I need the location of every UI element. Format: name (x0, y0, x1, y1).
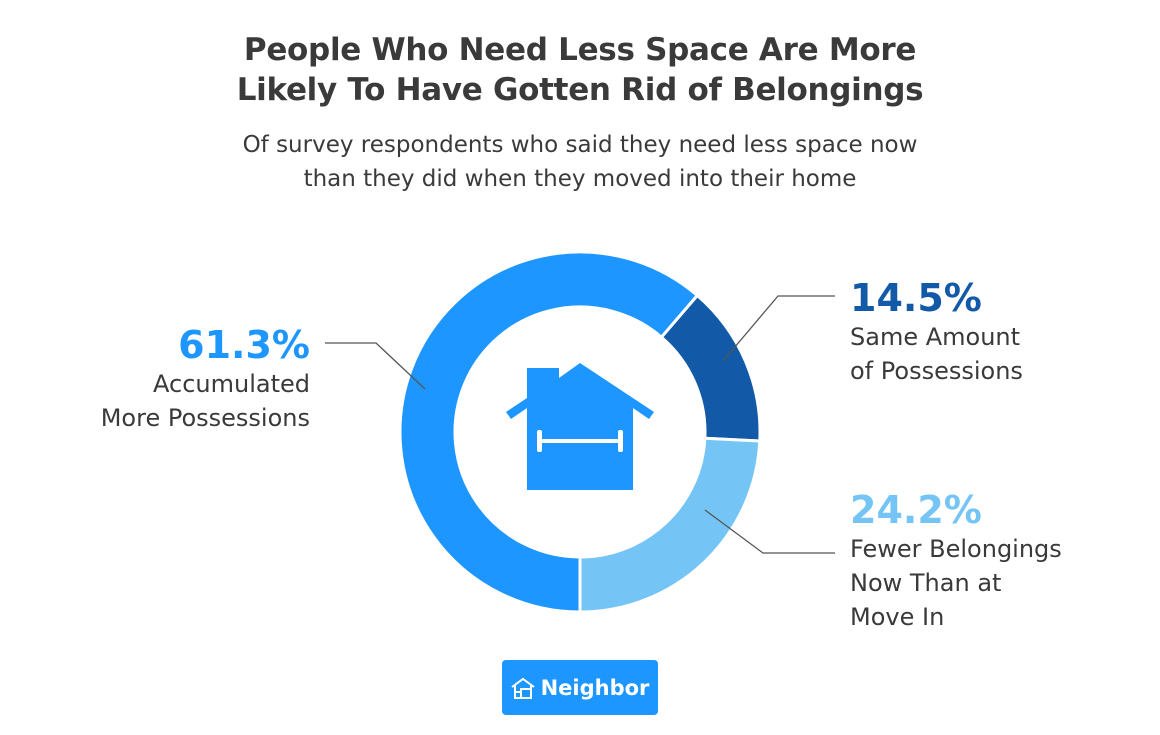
leader-line-b (722, 295, 835, 362)
pct-label: 24.2% (850, 488, 982, 532)
chart-subtitle: Of survey respondents who said they need… (0, 128, 1160, 196)
label-fewer: 24.2% Fewer Belongings Now Than at Move … (850, 488, 1062, 634)
slice-label: More Possessions (100, 404, 310, 432)
subtitle-line: Of survey respondents who said they need… (242, 132, 918, 158)
slice-label: Move In (850, 603, 945, 631)
slice-2 (578, 436, 762, 614)
leader-line-a (325, 342, 426, 390)
neighbor-house-icon (510, 677, 535, 699)
slice-label: Accumulated (153, 370, 310, 398)
slice-label: Now Than at (850, 569, 1002, 597)
slice-label: of Possessions (850, 357, 1023, 385)
label-same: 14.5% Same Amount of Possessions (850, 276, 1023, 388)
house-icon (506, 363, 654, 490)
slice-label: Fewer Belongings (850, 535, 1062, 563)
slice-label: Same Amount (850, 323, 1021, 351)
label-accumulated: 61.3% Accumulated More Possessions (101, 323, 310, 435)
slice-0 (398, 250, 700, 614)
neighbor-logo: Neighbor (502, 660, 658, 715)
leader-line-c (704, 509, 835, 554)
leader-lines (325, 295, 835, 554)
title-line: Likely To Have Gotten Rid of Belongings (236, 72, 924, 108)
subtitle-line: than they did when they moved into their… (303, 166, 857, 192)
title-line: People Who Need Less Space Are More (243, 32, 917, 68)
chart-title: People Who Need Less Space Are More Likel… (0, 30, 1160, 110)
logo-text: Neighbor (540, 675, 650, 700)
pct-label: 14.5% (850, 276, 982, 320)
pct-label: 61.3% (178, 323, 310, 367)
